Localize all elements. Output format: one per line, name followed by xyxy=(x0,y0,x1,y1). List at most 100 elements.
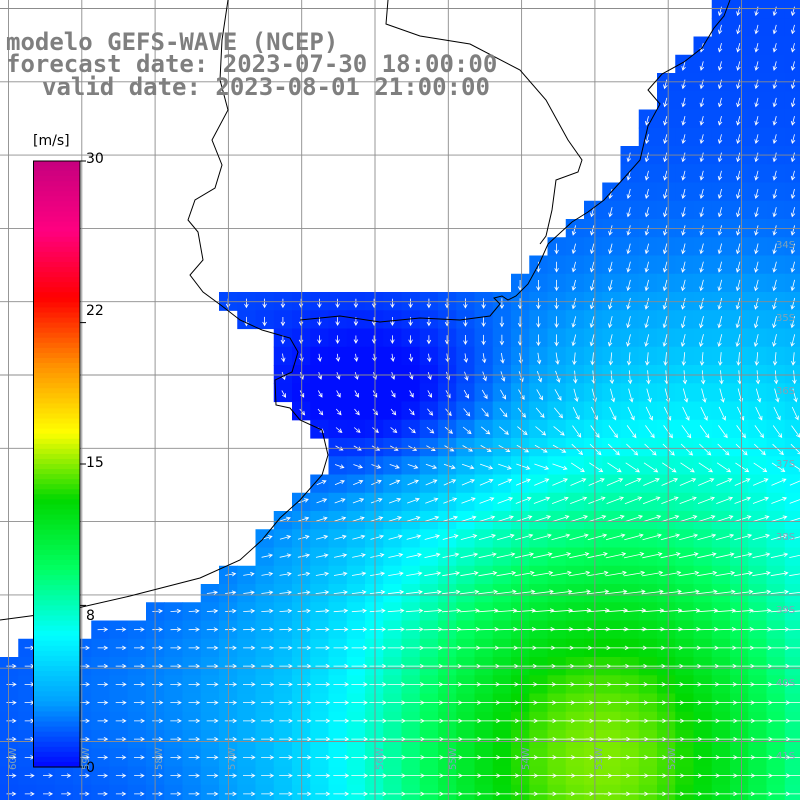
lon-label: 52W xyxy=(667,747,678,770)
wind-arrow xyxy=(717,61,723,71)
wind-cell xyxy=(36,784,56,800)
wind-arrow xyxy=(297,590,311,595)
colorbar-segment xyxy=(34,640,80,647)
wind-arrow xyxy=(644,334,650,347)
wind-arrow xyxy=(115,663,127,669)
wind-arrow xyxy=(789,499,800,504)
wind-arrow xyxy=(772,152,777,163)
wind-arrow xyxy=(790,116,796,126)
colorbar-segment xyxy=(34,570,80,576)
wind-arrow xyxy=(644,297,650,310)
wind-arrow xyxy=(716,462,732,473)
colorbar-segment xyxy=(34,549,80,556)
wind-arrow xyxy=(788,684,800,685)
wind-arrow xyxy=(463,353,469,363)
colorbar-segment xyxy=(34,554,80,561)
wind-arrow xyxy=(351,718,369,724)
wind-arrow xyxy=(590,352,595,366)
wind-arrow xyxy=(225,571,237,577)
wind-arrow xyxy=(515,496,532,504)
wind-arrow xyxy=(755,388,762,403)
wind-arrow xyxy=(663,188,668,199)
wind-arrow xyxy=(755,406,763,421)
wind-arrow xyxy=(553,407,564,419)
wind-arrow xyxy=(754,170,759,181)
wind-arrow xyxy=(497,515,514,522)
wind-arrow xyxy=(605,589,628,595)
wind-arrow xyxy=(628,388,634,403)
wind-cell xyxy=(401,474,421,494)
wind-arrow xyxy=(335,408,342,416)
wind-cell xyxy=(401,784,421,800)
wind-arrow xyxy=(515,533,534,541)
wind-arrow xyxy=(425,497,439,504)
wind-arrow xyxy=(170,718,182,724)
wind-arrow xyxy=(715,552,735,559)
wind-arrow xyxy=(188,682,201,687)
wind-arrow xyxy=(681,152,686,163)
wind-cell xyxy=(401,547,421,567)
wind-arrow xyxy=(498,463,512,470)
wind-arrow xyxy=(663,79,668,90)
wind-arrow xyxy=(424,589,442,595)
wind-cell xyxy=(310,529,330,549)
wind-arrow xyxy=(644,316,650,329)
wind-arrow xyxy=(463,389,470,399)
wind-arrow xyxy=(532,552,553,559)
wind-arrow xyxy=(298,516,310,522)
colorbar-segment xyxy=(34,443,80,450)
colorbar-segment xyxy=(34,615,80,622)
wind-arrow xyxy=(352,534,366,540)
wind-arrow xyxy=(754,243,759,255)
wind-arrow xyxy=(644,207,650,218)
wind-arrow xyxy=(389,464,400,469)
wind-arrow xyxy=(590,243,595,255)
wind-arrow xyxy=(699,225,704,236)
wind-arrow xyxy=(772,134,777,145)
wind-arrow xyxy=(536,352,542,365)
wind-arrow xyxy=(243,718,256,724)
wind-cell xyxy=(693,492,713,512)
wind-arrow xyxy=(790,225,796,236)
wind-arrow xyxy=(6,663,17,669)
wind-arrow xyxy=(97,791,108,797)
wind-arrow xyxy=(608,297,613,310)
wind-arrow xyxy=(626,334,631,347)
wind-arrow xyxy=(281,390,287,398)
wind-arrow xyxy=(297,571,311,577)
wind-arrow xyxy=(536,316,541,328)
colorbar-segment xyxy=(34,317,80,324)
colorbar-tick-0: 0 xyxy=(86,760,95,776)
wind-arrow xyxy=(754,24,759,35)
wind-arrow xyxy=(661,478,679,486)
wind-arrow xyxy=(244,298,249,309)
wind-arrow xyxy=(734,496,752,504)
wind-arrow xyxy=(224,718,238,724)
wind-arrow xyxy=(43,773,54,778)
colorbar-segment xyxy=(34,453,80,460)
wind-arrow xyxy=(336,371,341,380)
wind-arrow xyxy=(754,116,759,126)
wind-arrow xyxy=(554,279,559,292)
wind-arrow xyxy=(717,279,723,292)
colorbar-segment xyxy=(34,347,80,354)
wind-arrow xyxy=(316,516,328,522)
wind-cell xyxy=(784,91,800,111)
colorbar-segment xyxy=(34,529,80,536)
wind-cell xyxy=(273,511,293,530)
wind-arrow xyxy=(753,334,759,348)
wind-arrow xyxy=(351,627,368,632)
wind-arrow xyxy=(699,279,704,292)
wind-arrow xyxy=(405,627,424,632)
wind-arrow xyxy=(682,370,688,385)
wind-arrow xyxy=(243,571,255,577)
wind-arrow xyxy=(352,516,365,522)
wind-cell xyxy=(73,784,92,800)
wind-cell xyxy=(784,346,800,366)
wind-arrow xyxy=(152,718,164,724)
wind-arrow xyxy=(626,316,631,329)
wind-arrow xyxy=(572,407,580,421)
wind-arrow xyxy=(550,627,574,632)
wind-arrow xyxy=(624,496,643,505)
